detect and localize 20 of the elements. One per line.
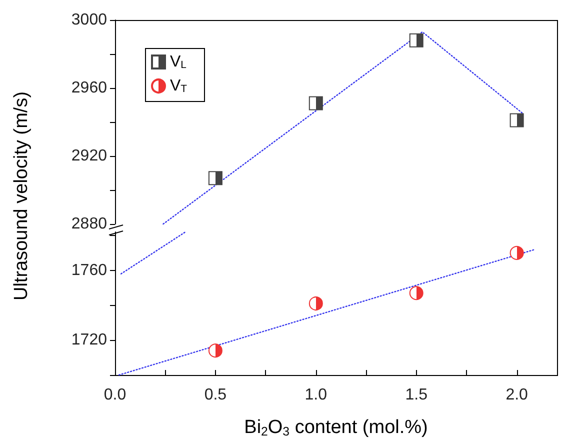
y-tick-label: 2920 bbox=[71, 148, 108, 164]
point bbox=[510, 113, 524, 128]
y-tick-label: 1720 bbox=[71, 332, 108, 349]
y-tick-label: 2880 bbox=[71, 216, 108, 232]
point bbox=[208, 171, 222, 186]
point bbox=[409, 286, 424, 300]
point bbox=[409, 33, 424, 48]
x-tick-label: 2.0 bbox=[506, 386, 528, 404]
point bbox=[510, 246, 524, 260]
x-tick-label: 1.0 bbox=[304, 386, 328, 404]
point bbox=[308, 96, 323, 110]
x-tick-label: 0.0 bbox=[104, 386, 126, 404]
point bbox=[308, 296, 323, 310]
x-tick-label: 1.5 bbox=[405, 386, 428, 404]
point bbox=[208, 344, 222, 358]
y-tick-label: 2960 bbox=[71, 80, 108, 96]
y-tick-label: 1760 bbox=[71, 262, 108, 279]
y-axis-title: Ultrasound velocity (m/s) bbox=[11, 90, 33, 303]
y-tick-label: 3000 bbox=[71, 12, 108, 28]
x-tick-label: 0.5 bbox=[204, 386, 227, 404]
